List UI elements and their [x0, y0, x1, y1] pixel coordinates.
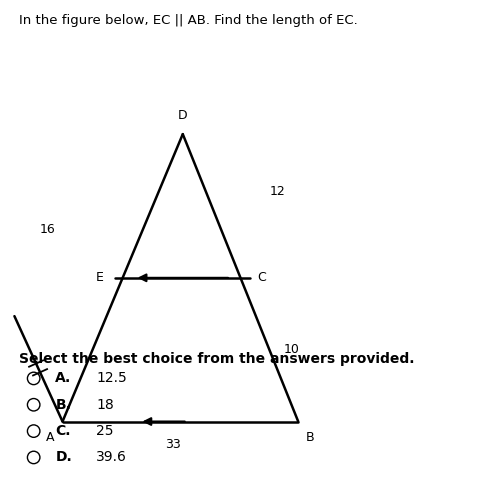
- Text: 12.5: 12.5: [96, 371, 127, 386]
- Text: 12: 12: [269, 185, 285, 198]
- Text: A.: A.: [55, 371, 72, 386]
- Text: In the figure below, EC || AB. Find the length of EC.: In the figure below, EC || AB. Find the …: [19, 14, 357, 27]
- Text: C.: C.: [55, 424, 71, 438]
- Text: 10: 10: [283, 343, 299, 356]
- Text: D.: D.: [55, 450, 72, 465]
- Text: 39.6: 39.6: [96, 450, 127, 465]
- Text: A: A: [46, 431, 55, 444]
- Text: D: D: [178, 109, 187, 122]
- Text: 25: 25: [96, 424, 113, 438]
- Text: B: B: [305, 431, 313, 444]
- Text: E: E: [96, 271, 103, 285]
- Text: 16: 16: [39, 223, 55, 237]
- Text: 33: 33: [165, 438, 180, 451]
- Text: C: C: [257, 271, 265, 285]
- Text: B.: B.: [55, 398, 71, 412]
- Text: 18: 18: [96, 398, 114, 412]
- Text: Select the best choice from the answers provided.: Select the best choice from the answers …: [19, 352, 414, 366]
